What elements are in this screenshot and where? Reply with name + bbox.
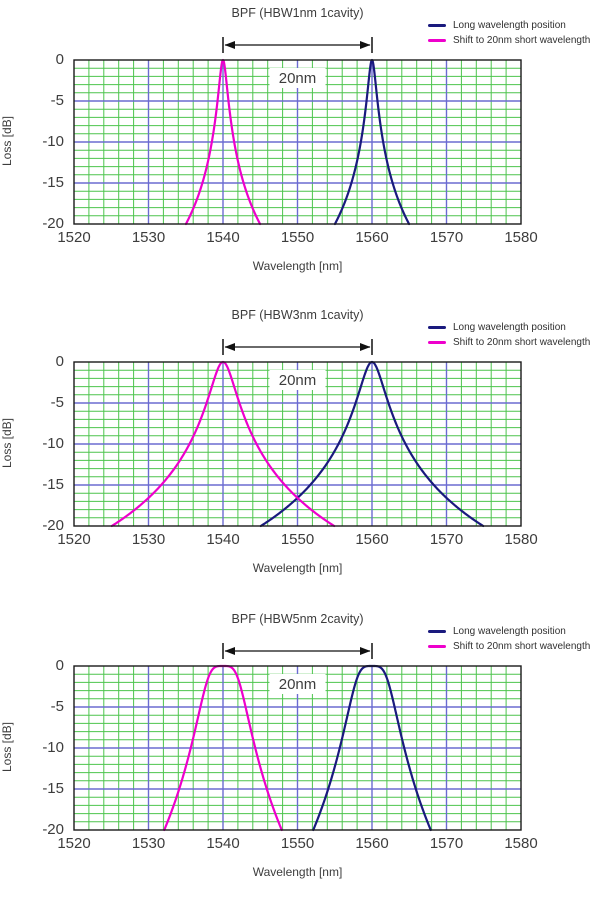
arrow-head-left-icon — [224, 647, 235, 655]
plot-area: 20nm — [73, 339, 522, 528]
legend-label-short: Shift to 20nm short wavelength — [453, 337, 591, 348]
x-tick-label: 1570 — [429, 229, 464, 246]
y-tick-label: -10 — [42, 133, 64, 150]
legend-swatch-short-icon — [428, 341, 446, 344]
arrow-head-right-icon — [360, 41, 371, 49]
legend-label-short: Shift to 20nm short wavelength — [453, 641, 591, 652]
x-tick-label: 1560 — [355, 835, 389, 852]
legend-swatch-short-icon — [428, 39, 446, 42]
x-axis-title: Wavelength [nm] — [252, 561, 343, 575]
y-tick-label: -15 — [42, 780, 64, 797]
legend-label-long: Long wavelength position — [453, 626, 566, 637]
legend-label-long: Long wavelength position — [453, 20, 566, 31]
legend-item-short: Shift to 20nm short wavelength — [428, 335, 590, 350]
arrow-head-right-icon — [360, 343, 371, 351]
x-tick-label: 1520 — [57, 531, 91, 548]
chart-block-hbw1nm: BPF (HBW1nm 1cavity) Long wavelength pos… — [0, 0, 608, 304]
legend: Long wavelength position Shift to 20nm s… — [428, 624, 590, 654]
legend-item-long: Long wavelength position — [428, 624, 590, 639]
legend-item-long: Long wavelength position — [428, 320, 590, 335]
y-tick-label: -10 — [42, 435, 64, 452]
y-tick-label: -20 — [42, 215, 64, 232]
y-tick-label: -20 — [42, 821, 64, 838]
legend-item-short: Shift to 20nm short wavelength — [428, 639, 590, 654]
chart-block-hbw3nm: BPF (HBW3nm 1cavity) Long wavelength pos… — [0, 302, 608, 606]
y-tick-label: -20 — [42, 517, 64, 534]
annotation-20nm-box — [269, 370, 326, 390]
x-tick-label: 1550 — [280, 835, 315, 852]
plot-border — [73, 361, 522, 527]
y-tick-label: 0 — [55, 353, 64, 370]
legend: Long wavelength position Shift to 20nm s… — [428, 320, 590, 350]
y-tick-label: 0 — [55, 657, 64, 674]
annotation-20nm-label: 20nm — [279, 372, 317, 389]
annotation-20nm-label: 20nm — [279, 676, 317, 693]
x-tick-label: 1520 — [57, 229, 91, 246]
chart-title: BPF (HBW5nm 2cavity) — [231, 612, 364, 626]
x-tick-label: 1580 — [504, 835, 538, 852]
legend-swatch-long-icon — [428, 24, 446, 27]
arrow-head-left-icon — [224, 41, 235, 49]
annotation-20nm-box — [269, 68, 326, 88]
legend-swatch-long-icon — [428, 326, 446, 329]
x-tick-label: 1520 — [57, 835, 91, 852]
x-tick-label: 1530 — [131, 531, 166, 548]
chart-title: BPF (HBW3nm 1cavity) — [231, 308, 364, 322]
x-tick-label: 1550 — [280, 229, 315, 246]
arrow-head-left-icon — [224, 343, 235, 351]
x-tick-label: 1550 — [280, 531, 315, 548]
y-tick-label: -5 — [50, 92, 64, 109]
legend-swatch-long-icon — [428, 630, 446, 633]
x-tick-label: 1580 — [504, 531, 538, 548]
legend: Long wavelength position Shift to 20nm s… — [428, 18, 590, 48]
x-tick-label: 1530 — [131, 835, 166, 852]
chart-title: BPF (HBW1nm 1cavity) — [231, 6, 364, 20]
plot-border — [73, 59, 522, 225]
plot-border — [73, 665, 522, 831]
plot-area: 20nm — [73, 37, 522, 226]
y-tick-label: -10 — [42, 739, 64, 756]
x-tick-label: 1580 — [504, 229, 538, 246]
y-tick-label: -15 — [42, 476, 64, 493]
x-axis-title: Wavelength [nm] — [252, 865, 343, 879]
legend-item-short: Shift to 20nm short wavelength — [428, 33, 590, 48]
annotation-20nm-box — [269, 674, 326, 694]
y-tick-label: 0 — [55, 51, 64, 68]
y-tick-label: -5 — [50, 698, 64, 715]
x-tick-label: 1540 — [206, 531, 240, 548]
x-tick-label: 1530 — [131, 229, 166, 246]
plot-area: 20nm — [73, 643, 522, 832]
x-tick-label: 1570 — [429, 835, 464, 852]
y-tick-label: -5 — [50, 394, 64, 411]
x-tick-label: 1540 — [206, 835, 240, 852]
annotation-20nm-label: 20nm — [279, 70, 317, 87]
arrow-head-right-icon — [360, 647, 371, 655]
x-axis-title: Wavelength [nm] — [252, 259, 343, 273]
x-tick-label: 1570 — [429, 531, 464, 548]
y-tick-label: -15 — [42, 174, 64, 191]
x-tick-label: 1540 — [206, 229, 240, 246]
x-tick-label: 1560 — [355, 531, 389, 548]
x-tick-label: 1560 — [355, 229, 389, 246]
chart-block-hbw5nm: BPF (HBW5nm 2cavity) Long wavelength pos… — [0, 606, 608, 910]
legend-label-short: Shift to 20nm short wavelength — [453, 35, 591, 46]
legend-item-long: Long wavelength position — [428, 18, 590, 33]
legend-label-long: Long wavelength position — [453, 322, 566, 333]
legend-swatch-short-icon — [428, 645, 446, 648]
